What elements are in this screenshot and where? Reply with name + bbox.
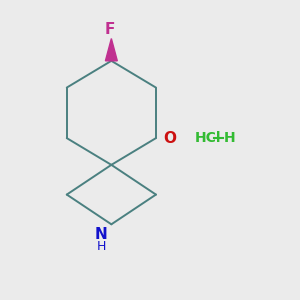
Text: H: H (96, 240, 106, 253)
Text: HCl: HCl (195, 131, 221, 145)
Text: F: F (105, 22, 115, 37)
Text: N: N (94, 227, 107, 242)
Text: O: O (164, 130, 176, 146)
Text: H: H (224, 131, 235, 145)
Polygon shape (105, 38, 117, 61)
